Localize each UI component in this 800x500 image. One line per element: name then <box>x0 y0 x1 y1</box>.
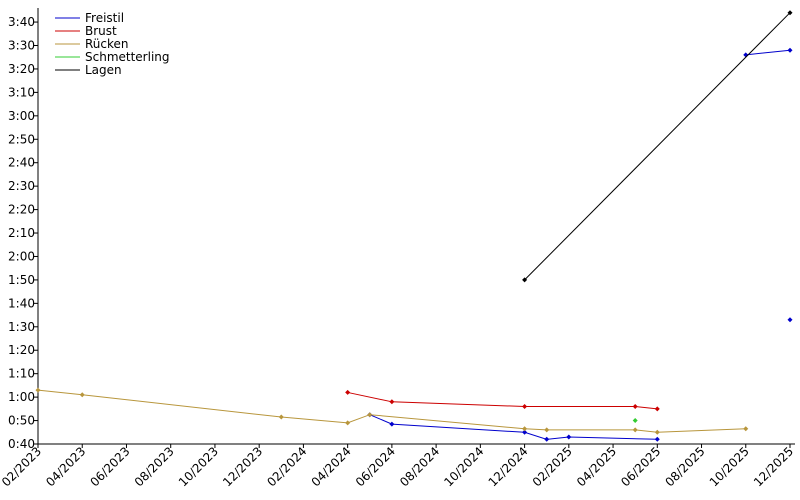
point <box>654 406 660 412</box>
legend-label: Freistil <box>85 11 124 25</box>
x-tick-label: 06/2023 <box>87 444 132 489</box>
x-tick-label: 10/2025 <box>707 444 752 489</box>
point <box>35 387 41 393</box>
legend-label: Rücken <box>85 37 129 51</box>
point <box>79 392 85 398</box>
y-tick-label: 3:10 <box>8 85 35 99</box>
y-tick-label: 1:10 <box>8 367 35 381</box>
point <box>743 426 749 432</box>
y-tick-label: 3:20 <box>8 62 35 76</box>
point <box>389 421 395 427</box>
point <box>632 418 638 424</box>
point <box>522 429 528 435</box>
point <box>544 427 550 433</box>
y-tick-label: 2:00 <box>8 249 35 263</box>
point <box>787 317 793 323</box>
y-tick-label: 3:30 <box>8 39 35 53</box>
x-tick-label: 08/2025 <box>662 444 707 489</box>
y-tick-label: 2:50 <box>8 132 35 146</box>
series-line <box>347 391 658 410</box>
x-tick-label: 02/2024 <box>264 444 309 489</box>
point <box>566 434 572 440</box>
x-tick-label: 04/2025 <box>574 444 619 489</box>
y-tick-label: 2:20 <box>8 203 35 217</box>
legend-label: Schmetterling <box>85 50 170 64</box>
y-tick-label: 1:20 <box>8 343 35 357</box>
point <box>367 412 373 418</box>
legend-label: Brust <box>85 24 117 38</box>
x-tick-label: 02/2025 <box>530 444 575 489</box>
x-tick-label: 12/2023 <box>220 444 265 489</box>
point <box>522 426 528 432</box>
point <box>787 10 793 16</box>
y-tick-label: 1:50 <box>8 273 35 287</box>
y-tick-label: 1:30 <box>8 320 35 334</box>
point <box>654 429 660 435</box>
x-tick-label: 10/2024 <box>441 444 486 489</box>
series-line <box>37 389 746 433</box>
legend-label: Lagen <box>85 63 122 77</box>
x-tick-label: 12/2024 <box>486 444 531 489</box>
point <box>389 399 395 405</box>
x-tick-label: 12/2025 <box>751 444 796 489</box>
y-tick-label: 3:00 <box>8 109 35 123</box>
y-tick-label: 0:50 <box>8 414 35 428</box>
x-tick-label: 08/2024 <box>397 444 442 489</box>
point <box>544 436 550 442</box>
x-tick-label: 10/2023 <box>176 444 221 489</box>
point <box>522 277 528 283</box>
y-tick-label: 0:40 <box>8 437 35 451</box>
point <box>787 47 793 53</box>
point <box>632 403 638 409</box>
y-tick-label: 1:40 <box>8 296 35 310</box>
x-tick-label: 04/2023 <box>43 444 88 489</box>
y-tick-label: 3:40 <box>8 15 35 29</box>
point <box>278 414 284 420</box>
y-tick-label: 2:40 <box>8 156 35 170</box>
point <box>632 427 638 433</box>
x-tick-label: 06/2025 <box>618 444 663 489</box>
x-tick-label: 08/2023 <box>132 444 177 489</box>
x-tick-label: 06/2024 <box>353 444 398 489</box>
series-line <box>524 12 791 281</box>
y-tick-label: 1:00 <box>8 390 35 404</box>
series-line <box>369 49 791 440</box>
point <box>345 389 351 395</box>
y-tick-label: 2:10 <box>8 226 35 240</box>
point <box>522 403 528 409</box>
y-tick-label: 2:30 <box>8 179 35 193</box>
point <box>345 420 351 426</box>
x-tick-label: 04/2024 <box>309 444 354 489</box>
point <box>654 436 660 442</box>
